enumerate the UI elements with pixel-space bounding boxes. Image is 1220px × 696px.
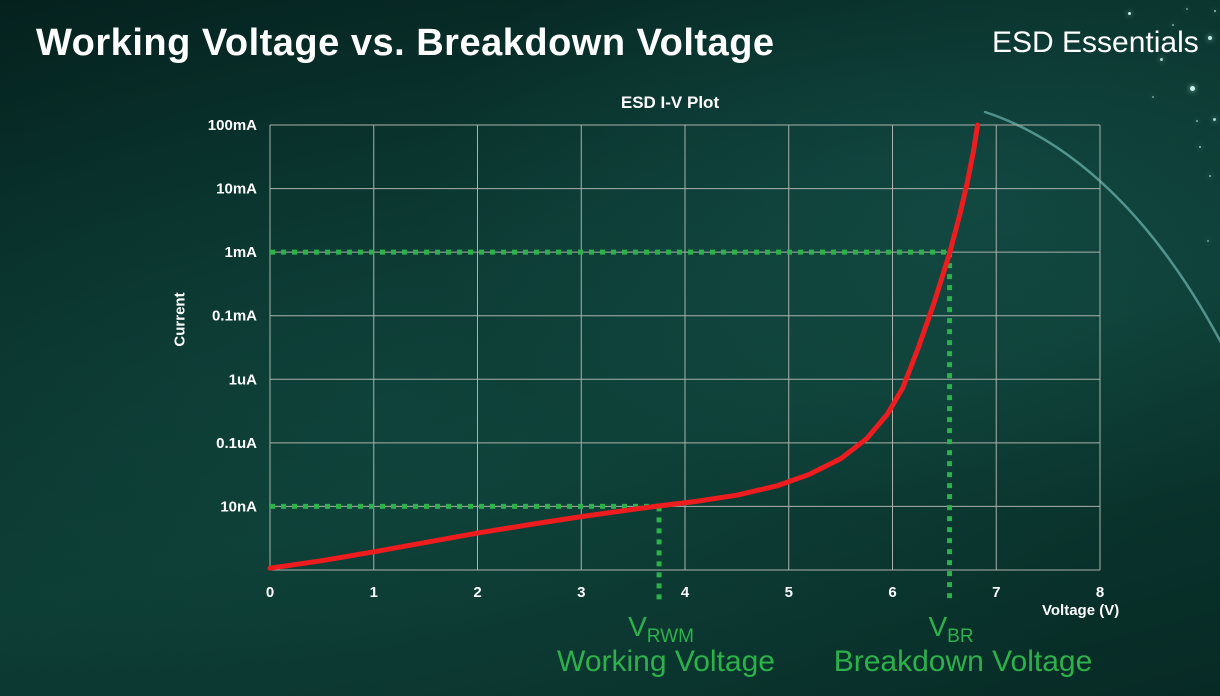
y-axis-label: Current [171,292,189,347]
vrwm-marker-label: VRWM [628,611,694,648]
vbr-marker-label: VBR [928,611,973,648]
x-tick-label: 2 [473,584,481,601]
sparkle-dot [1128,12,1131,15]
sparkle-dot [1152,96,1154,98]
y-tick-label: 1uA [229,371,258,388]
x-tick-label: 5 [785,584,793,601]
sparkle-dot [1160,58,1163,61]
y-tick-label: 10nA [220,498,257,515]
y-tick-label: 0.1mA [212,308,257,325]
y-tick-label: 1mA [224,244,257,261]
brand-logo-text: ESD Essentials [992,26,1199,59]
y-tick-label: 10mA [216,181,257,198]
breakdown-voltage-label: Breakdown Voltage [833,645,1093,678]
x-tick-label: 6 [888,584,896,601]
sparkle-dot [1209,175,1211,177]
sparkle-dot [1199,146,1201,148]
sparkle-dot [1196,120,1198,122]
sparkle-dot [1214,10,1216,12]
x-tick-label: 7 [992,584,1000,601]
y-tick-label: 0.1uA [216,435,257,452]
x-tick-label: 3 [577,584,585,601]
iv-curve [267,122,981,571]
x-tick-label: 1 [370,584,378,601]
vrwm-symbol: V [628,611,647,642]
x-tick-label: 4 [681,584,690,601]
sparkle-dot [1207,240,1209,242]
x-tick-label: 8 [1096,584,1104,601]
sparkle-dot [1172,24,1174,26]
sparkle-dot [1186,8,1188,10]
vbr-subscript: BR [947,626,974,647]
vbr-symbol: V [928,611,948,642]
sparkle-dot [1213,118,1216,121]
x-tick-label: 0 [266,584,274,601]
sparkle-dot [1208,36,1212,40]
slide-title: Working Voltage vs. Breakdown Voltage [36,22,775,64]
sparkle-dot [1190,86,1195,91]
y-tick-label: 100mA [208,117,257,134]
x-axis-label: Voltage (V) [1042,602,1120,619]
vrwm-subscript: RWM [646,626,694,647]
chart-title: ESD I-V Plot [620,93,720,112]
working-voltage-label: Working Voltage [557,645,775,678]
